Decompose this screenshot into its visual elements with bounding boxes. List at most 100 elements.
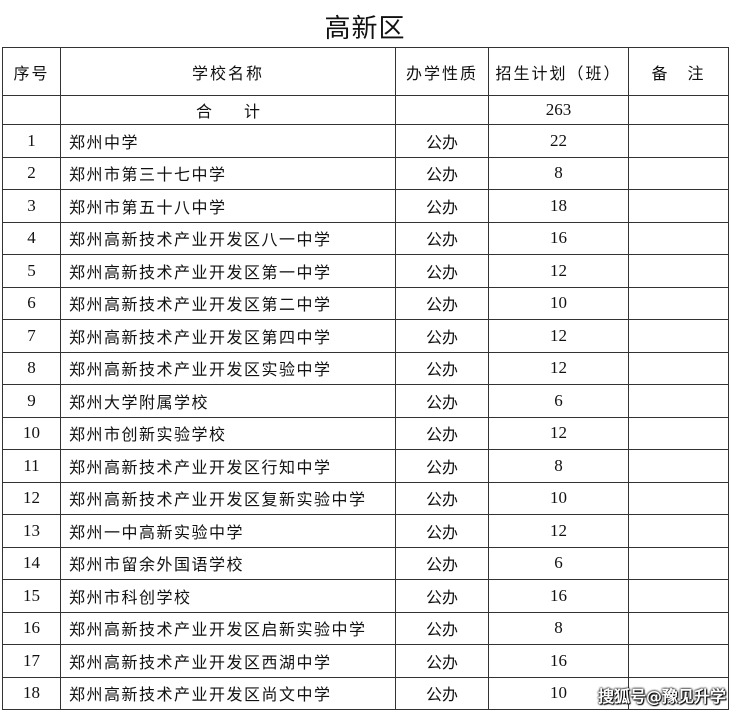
- row-index: 15: [2, 579, 61, 613]
- header-school-name: 学校名称: [60, 47, 396, 96]
- row-remarks: [628, 189, 729, 223]
- table-row: 15 郑州市科创学校 公办 16: [2, 579, 729, 613]
- row-school-name: 郑州市第五十八中学: [60, 189, 396, 223]
- row-enrollment-plan: 16: [488, 221, 629, 255]
- row-school-name: 郑州高新技术产业开发区八一中学: [60, 221, 396, 255]
- table-row: 3 郑州市第五十八中学 公办 18: [2, 189, 729, 223]
- row-enrollment-plan: 22: [488, 124, 629, 158]
- header-index: 序号: [2, 47, 61, 96]
- total-label: 合 计: [60, 95, 396, 125]
- row-school-type: 公办: [395, 449, 489, 483]
- row-school-name: 郑州市第三十七中学: [60, 156, 396, 190]
- row-enrollment-plan: 16: [488, 644, 629, 678]
- row-enrollment-plan: 18: [488, 189, 629, 223]
- row-remarks: [628, 124, 729, 158]
- row-school-type: 公办: [395, 189, 489, 223]
- row-school-type: 公办: [395, 351, 489, 385]
- total-row: 合 计 263: [2, 95, 729, 125]
- row-remarks: [628, 221, 729, 255]
- row-school-name: 郑州高新技术产业开发区尚文中学: [60, 676, 396, 710]
- row-remarks: [628, 384, 729, 418]
- table-row: 11 郑州高新技术产业开发区行知中学 公办 8: [2, 449, 729, 483]
- row-index: 4: [2, 221, 61, 255]
- table-row: 4 郑州高新技术产业开发区八一中学 公办 16: [2, 221, 729, 255]
- row-index: 8: [2, 351, 61, 385]
- row-school-type: 公办: [395, 579, 489, 613]
- row-school-type: 公办: [395, 676, 489, 710]
- row-index: 18: [2, 676, 61, 710]
- table-row: 14 郑州市留余外国语学校 公办 6: [2, 546, 729, 580]
- row-school-type: 公办: [395, 416, 489, 450]
- table-row: 2 郑州市第三十七中学 公办 8: [2, 156, 729, 190]
- table-row: 10 郑州市创新实验学校 公办 12: [2, 416, 729, 450]
- table-row: 7 郑州高新技术产业开发区第四中学 公办 12: [2, 319, 729, 353]
- row-remarks: [628, 351, 729, 385]
- row-enrollment-plan: 8: [488, 449, 629, 483]
- row-school-type: 公办: [395, 156, 489, 190]
- row-remarks: [628, 319, 729, 353]
- row-enrollment-plan: 10: [488, 286, 629, 320]
- row-school-type: 公办: [395, 514, 489, 548]
- row-school-type: 公办: [395, 481, 489, 515]
- row-enrollment-plan: 10: [488, 481, 629, 515]
- row-school-name: 郑州高新技术产业开发区第一中学: [60, 254, 396, 288]
- table-row: 9 郑州大学附属学校 公办 6: [2, 384, 729, 418]
- header-enrollment-plan: 招生计划（班）: [488, 47, 629, 96]
- row-school-type: 公办: [395, 384, 489, 418]
- row-school-name: 郑州一中高新实验中学: [60, 514, 396, 548]
- row-school-name: 郑州大学附属学校: [60, 384, 396, 418]
- row-enrollment-plan: 12: [488, 254, 629, 288]
- row-index: 17: [2, 644, 61, 678]
- row-remarks: [628, 579, 729, 613]
- table-row: 5 郑州高新技术产业开发区第一中学 公办 12: [2, 254, 729, 288]
- row-index: 12: [2, 481, 61, 515]
- row-enrollment-plan: 10: [488, 676, 629, 710]
- row-index: 16: [2, 611, 61, 645]
- total-index: [2, 95, 61, 125]
- row-school-name: 郑州市科创学校: [60, 579, 396, 613]
- row-index: 9: [2, 384, 61, 418]
- row-school-name: 郑州市留余外国语学校: [60, 546, 396, 580]
- row-school-type: 公办: [395, 644, 489, 678]
- row-remarks: [628, 611, 729, 645]
- total-type: [395, 95, 489, 125]
- row-enrollment-plan: 12: [488, 319, 629, 353]
- watermark: 搜狐号@豫见升学: [597, 687, 726, 706]
- row-school-type: 公办: [395, 124, 489, 158]
- row-remarks: [628, 481, 729, 515]
- row-enrollment-plan: 8: [488, 156, 629, 190]
- row-index: 14: [2, 546, 61, 580]
- row-index: 5: [2, 254, 61, 288]
- row-school-type: 公办: [395, 221, 489, 255]
- row-school-name: 郑州高新技术产业开发区实验中学: [60, 351, 396, 385]
- row-school-name: 郑州高新技术产业开发区复新实验中学: [60, 481, 396, 515]
- row-index: 7: [2, 319, 61, 353]
- row-index: 10: [2, 416, 61, 450]
- row-school-name: 郑州高新技术产业开发区启新实验中学: [60, 611, 396, 645]
- row-enrollment-plan: 12: [488, 416, 629, 450]
- row-enrollment-plan: 12: [488, 514, 629, 548]
- row-school-name: 郑州中学: [60, 124, 396, 158]
- table-row: 6 郑州高新技术产业开发区第二中学 公办 10: [2, 286, 729, 320]
- row-index: 6: [2, 286, 61, 320]
- row-enrollment-plan: 16: [488, 579, 629, 613]
- row-school-name: 郑州高新技术产业开发区第二中学: [60, 286, 396, 320]
- table-row: 16 郑州高新技术产业开发区启新实验中学 公办 8: [2, 611, 729, 645]
- page-title: 高新区: [324, 14, 406, 44]
- row-school-name: 郑州高新技术产业开发区行知中学: [60, 449, 396, 483]
- row-remarks: [628, 514, 729, 548]
- row-school-type: 公办: [395, 611, 489, 645]
- table-row: 17 郑州高新技术产业开发区西湖中学 公办 16: [2, 644, 729, 678]
- row-remarks: [628, 449, 729, 483]
- row-school-name: 郑州高新技术产业开发区西湖中学: [60, 644, 396, 678]
- row-school-name: 郑州市创新实验学校: [60, 416, 396, 450]
- header-remarks: 备 注: [628, 47, 729, 96]
- row-enrollment-plan: 6: [488, 546, 629, 580]
- row-enrollment-plan: 12: [488, 351, 629, 385]
- row-enrollment-plan: 6: [488, 384, 629, 418]
- row-remarks: [628, 416, 729, 450]
- row-school-name: 郑州高新技术产业开发区第四中学: [60, 319, 396, 353]
- row-index: 11: [2, 449, 61, 483]
- row-remarks: [628, 676, 729, 710]
- enrollment-table: 序号 学校名称 办学性质 招生计划（班） 备 注 合 计 263 1 郑州中学 公办…: [2, 47, 729, 710]
